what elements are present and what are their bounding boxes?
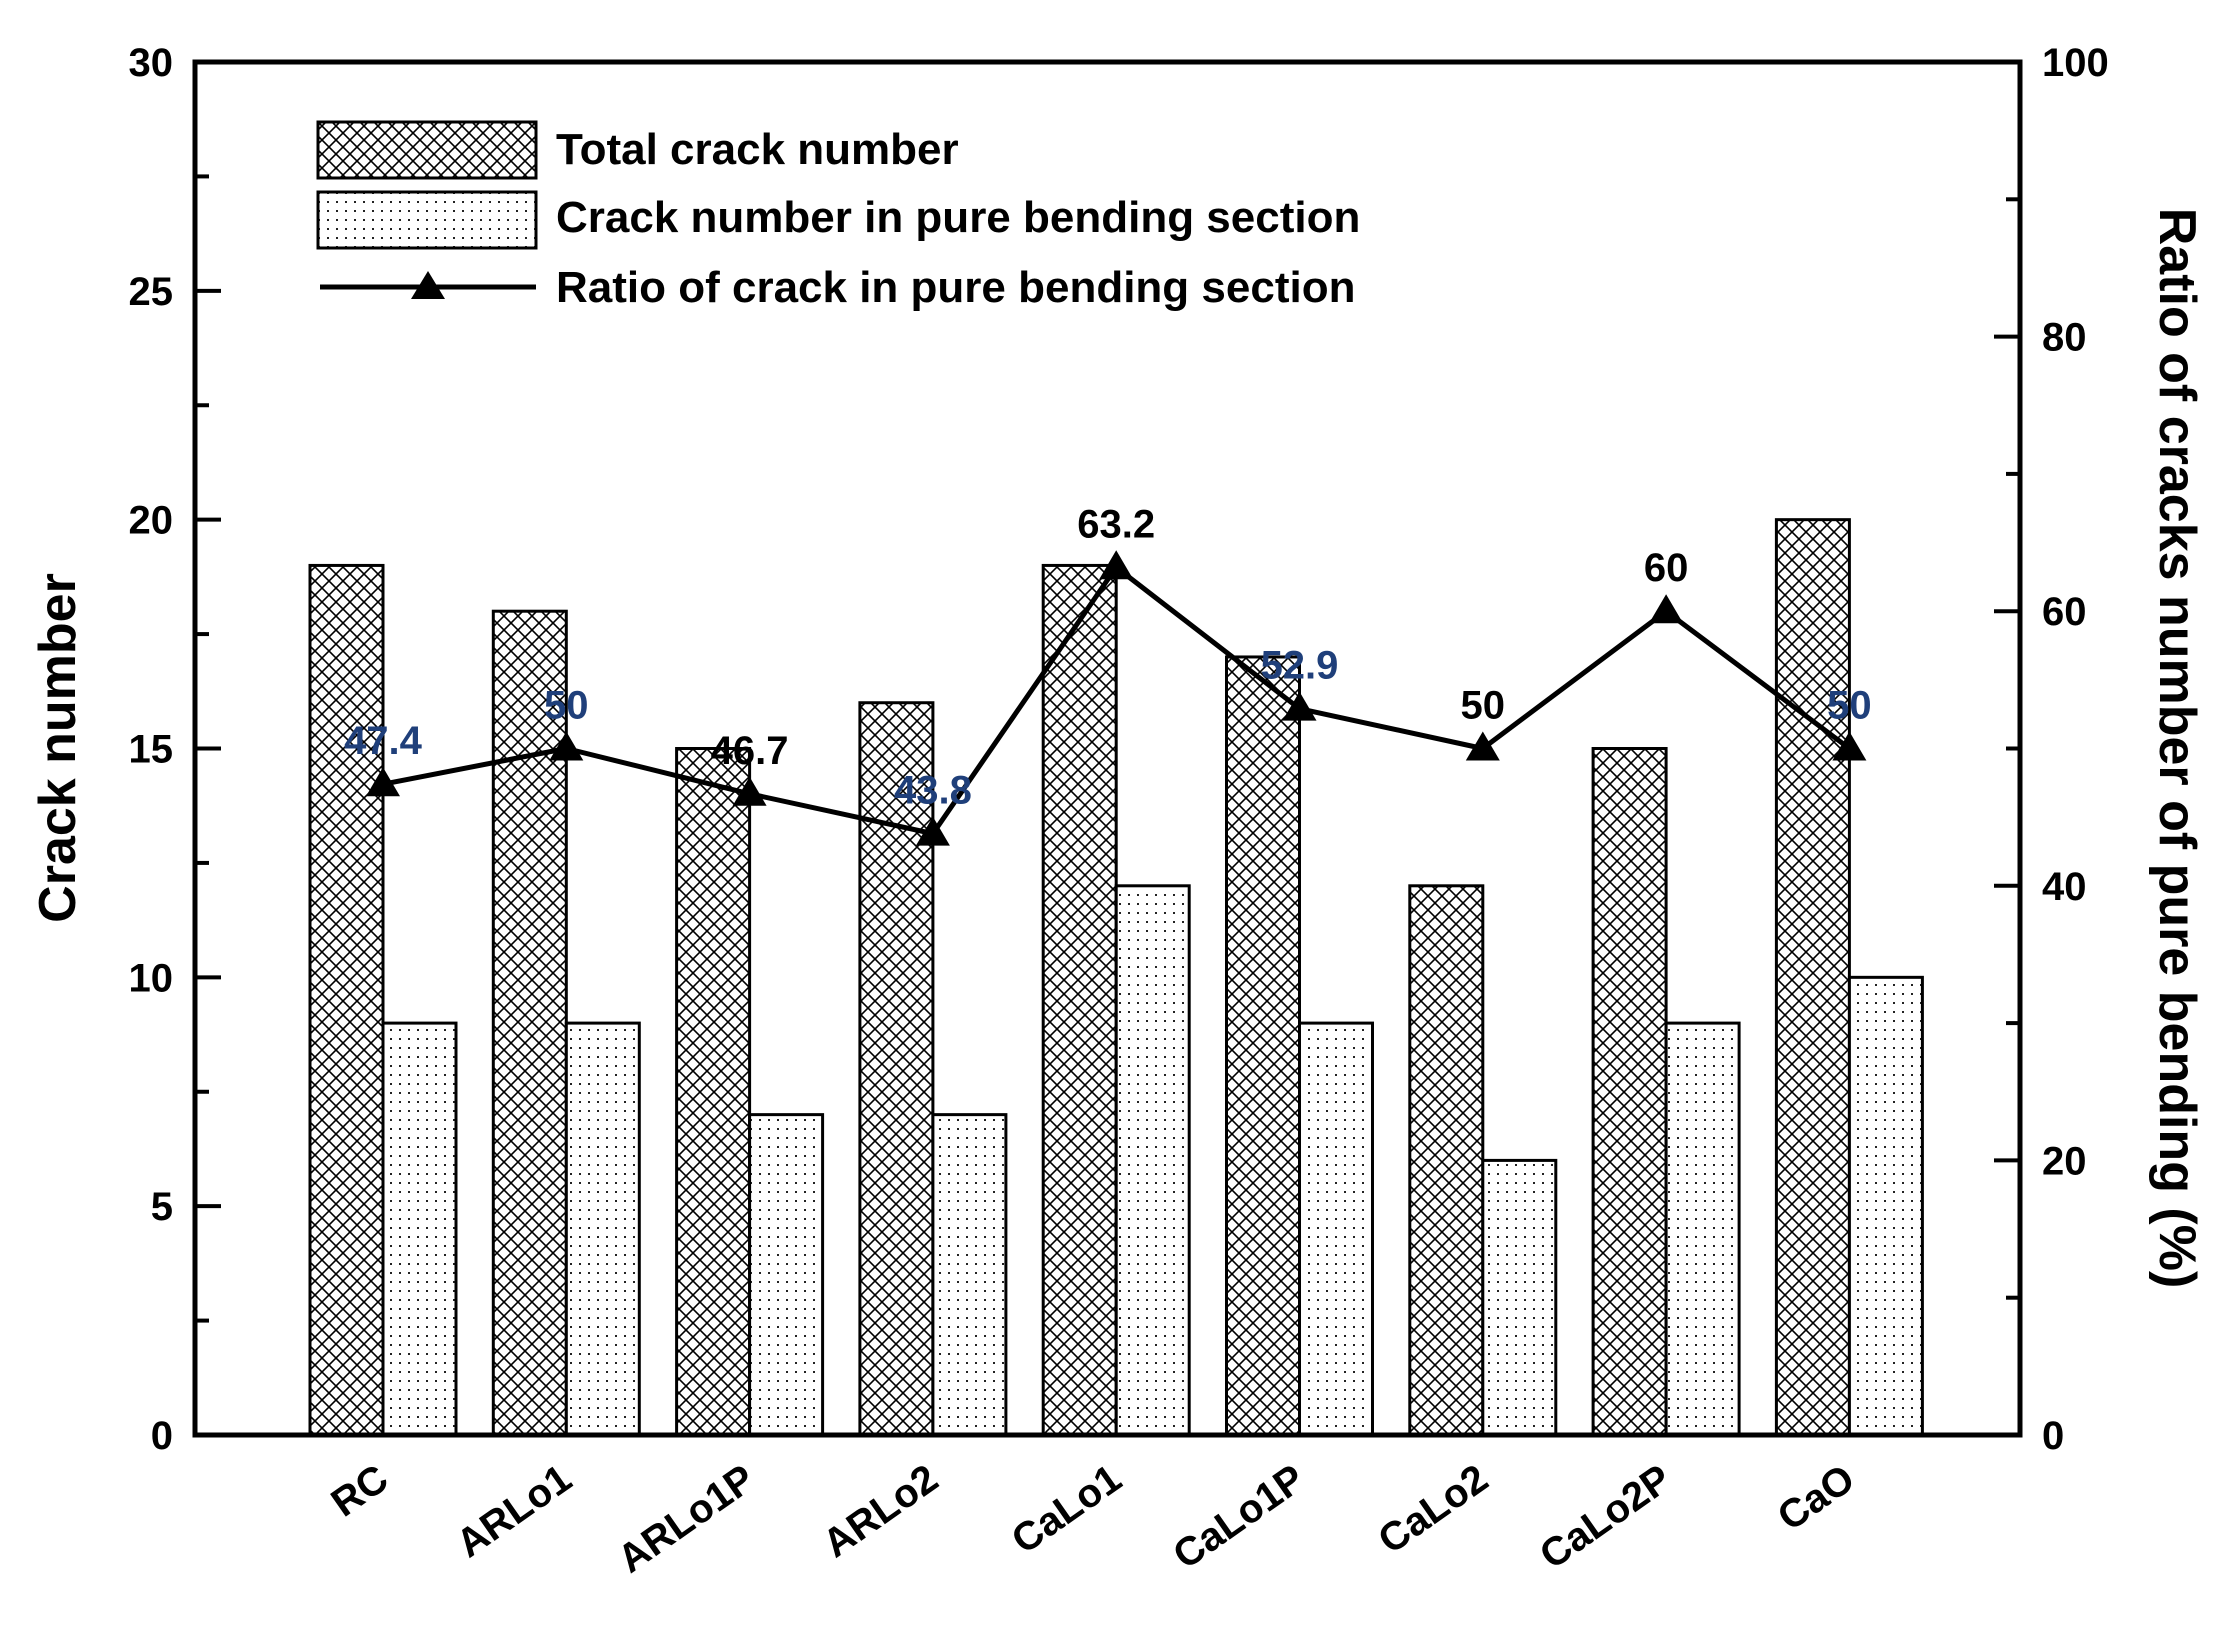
data-label-RC: 47.4 bbox=[344, 719, 423, 763]
bar-total-CaLo1 bbox=[1041, 563, 1118, 1437]
y2-tick-label: 80 bbox=[2042, 316, 2087, 360]
ratio-point-CaLo2 bbox=[1465, 731, 1500, 761]
y-tick-label: 30 bbox=[129, 41, 174, 85]
ratio-point-CaO bbox=[1832, 731, 1867, 761]
y2-tick-label: 0 bbox=[2042, 1414, 2064, 1458]
bar-pure-CaLo2P bbox=[1664, 1021, 1741, 1437]
y-tick-label: 15 bbox=[129, 728, 174, 772]
x-tick-label-ARLo1: ARLo1 bbox=[449, 1456, 580, 1566]
x-tick-label-ARLo1P: ARLo1P bbox=[610, 1456, 763, 1581]
data-label-CaLo1: 63.2 bbox=[1077, 502, 1155, 546]
bar-pure-CaLo1 bbox=[1114, 884, 1191, 1437]
bar-pure-RC bbox=[381, 1021, 458, 1437]
y2-tick-label: 100 bbox=[2042, 41, 2109, 85]
x-tick-label-CaLo1P: CaLo1P bbox=[1165, 1456, 1312, 1577]
data-label-ARLo2: 43.8 bbox=[894, 769, 972, 813]
y2-tick-label: 20 bbox=[2042, 1139, 2087, 1183]
y-tick-label: 5 bbox=[151, 1185, 173, 1229]
ratio-point-CaLo2P bbox=[1649, 594, 1684, 624]
legend-label-total: Total crack number bbox=[556, 125, 959, 174]
x-tick-label-RC: RC bbox=[324, 1456, 397, 1525]
data-label-CaLo1P: 52.9 bbox=[1261, 644, 1339, 688]
y2-tick-label: 60 bbox=[2042, 590, 2087, 634]
ratio-point-ARLo2 bbox=[915, 816, 950, 846]
bar-pure-ARLo1P bbox=[748, 1113, 825, 1437]
legend-label-pure: Crack number in pure bending section bbox=[556, 193, 1360, 242]
bar-pure-ARLo1 bbox=[564, 1021, 641, 1437]
bar-total-ARLo1 bbox=[491, 609, 568, 1437]
data-label-CaO: 50 bbox=[1827, 684, 1872, 728]
bar-total-CaO bbox=[1774, 518, 1851, 1437]
y-tick-label: 20 bbox=[129, 499, 174, 543]
bar-total-CaLo2 bbox=[1408, 884, 1485, 1437]
bar-total-CaLo1P bbox=[1225, 655, 1301, 1437]
data-label-ARLo1P: 46.7 bbox=[711, 729, 789, 773]
ratio-point-ARLo1 bbox=[549, 731, 584, 761]
bar-pure-ARLo2 bbox=[931, 1113, 1008, 1437]
bar-total-RC bbox=[308, 563, 385, 1437]
x-tick-label-ARLo2: ARLo2 bbox=[815, 1456, 946, 1566]
ratio-point-RC bbox=[366, 767, 400, 797]
y-tick-label: 25 bbox=[129, 270, 174, 314]
x-tick-label-CaLo1: CaLo1 bbox=[1004, 1456, 1129, 1562]
y-tick-label: 0 bbox=[151, 1414, 173, 1458]
ratio-point-ARLo1P bbox=[732, 776, 767, 806]
legend-swatch-total bbox=[316, 120, 538, 180]
y2-tick-label: 40 bbox=[2042, 865, 2087, 909]
y-tick-label: 10 bbox=[129, 956, 174, 1000]
data-label-CaLo2: 50 bbox=[1461, 684, 1506, 728]
bar-total-ARLo1P bbox=[675, 747, 752, 1437]
legend-swatch-pure bbox=[316, 190, 538, 250]
legend-label-ratio: Ratio of crack in pure bending section bbox=[556, 263, 1355, 312]
bar-pure-CaLo1P bbox=[1298, 1021, 1374, 1437]
data-label-CaLo2P: 60 bbox=[1644, 546, 1689, 590]
x-tick-label-CaO: CaO bbox=[1770, 1456, 1863, 1539]
x-tick-label-CaLo2P: CaLo2P bbox=[1532, 1456, 1679, 1577]
bar-total-CaLo2P bbox=[1591, 747, 1668, 1437]
legend: Total crack number Crack number in pure … bbox=[316, 120, 1360, 312]
bar-pure-CaO bbox=[1847, 975, 1924, 1437]
y-axis-title: Crack number bbox=[29, 573, 87, 923]
x-tick-label-CaLo2: CaLo2 bbox=[1371, 1456, 1496, 1562]
ratio-point-CaLo1 bbox=[1099, 550, 1134, 580]
legend-marker-ratio bbox=[411, 271, 445, 299]
data-label-ARLo1: 50 bbox=[544, 684, 589, 728]
bar-pure-CaLo2 bbox=[1481, 1158, 1558, 1437]
ratio-point-CaLo1P bbox=[1282, 691, 1317, 721]
y2-axis-title: Ratio of cracks number of pure bending (… bbox=[2148, 208, 2206, 1289]
